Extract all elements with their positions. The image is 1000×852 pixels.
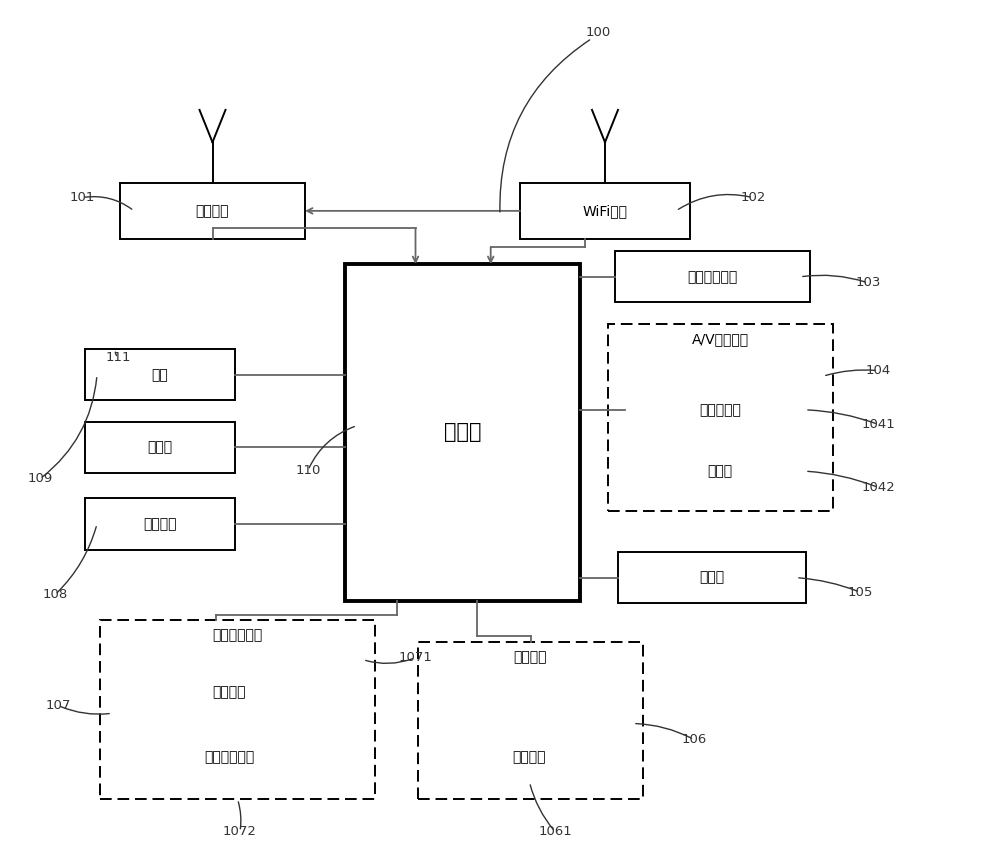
- Text: 104: 104: [865, 364, 891, 377]
- Text: 1042: 1042: [861, 481, 895, 494]
- Text: 音频输出单元: 音频输出单元: [687, 270, 738, 284]
- Text: 1071: 1071: [398, 651, 432, 665]
- Bar: [85, 498, 235, 550]
- Bar: [120, 668, 338, 717]
- Bar: [625, 385, 815, 435]
- Text: 存储器: 存储器: [147, 440, 173, 454]
- Bar: [618, 552, 806, 603]
- Text: 103: 103: [855, 276, 881, 290]
- Text: A/V输入单元: A/V输入单元: [692, 332, 749, 346]
- Text: 电源: 电源: [152, 368, 168, 382]
- Text: 触控面板: 触控面板: [212, 686, 246, 699]
- Text: 射频单元: 射频单元: [196, 204, 229, 218]
- Bar: [100, 620, 375, 799]
- Text: 100: 100: [585, 26, 611, 39]
- Text: 106: 106: [681, 733, 707, 746]
- Text: 传感器: 传感器: [699, 571, 725, 584]
- Text: 1041: 1041: [861, 417, 895, 431]
- Text: 102: 102: [740, 191, 766, 204]
- Text: 接口单元: 接口单元: [143, 517, 177, 531]
- Bar: [608, 324, 833, 511]
- Text: 用户输入单元: 用户输入单元: [212, 629, 263, 642]
- Text: WiFi模块: WiFi模块: [582, 204, 628, 218]
- Bar: [120, 733, 338, 782]
- Text: 1072: 1072: [223, 825, 257, 838]
- Bar: [85, 422, 235, 473]
- Bar: [625, 446, 815, 496]
- Bar: [120, 183, 305, 239]
- Text: 处理器: 处理器: [444, 423, 481, 442]
- Text: 105: 105: [847, 585, 873, 599]
- Text: 107: 107: [45, 699, 71, 712]
- Text: 111: 111: [105, 351, 131, 365]
- Text: 1061: 1061: [538, 825, 572, 838]
- Bar: [615, 251, 810, 302]
- Text: 显示面板: 显示面板: [513, 751, 546, 764]
- Text: 图形处理器: 图形处理器: [699, 403, 741, 417]
- Text: 110: 110: [295, 463, 321, 477]
- Bar: [432, 733, 627, 782]
- Text: 109: 109: [27, 472, 53, 486]
- Bar: [520, 183, 690, 239]
- Bar: [418, 642, 643, 799]
- Bar: [345, 264, 580, 601]
- Text: 其他输入设备: 其他输入设备: [204, 751, 254, 764]
- Text: 麦克风: 麦克风: [707, 464, 733, 478]
- Text: 101: 101: [69, 191, 95, 204]
- Text: 108: 108: [42, 588, 68, 602]
- Text: 显示单元: 显示单元: [514, 650, 547, 664]
- Bar: [85, 349, 235, 400]
